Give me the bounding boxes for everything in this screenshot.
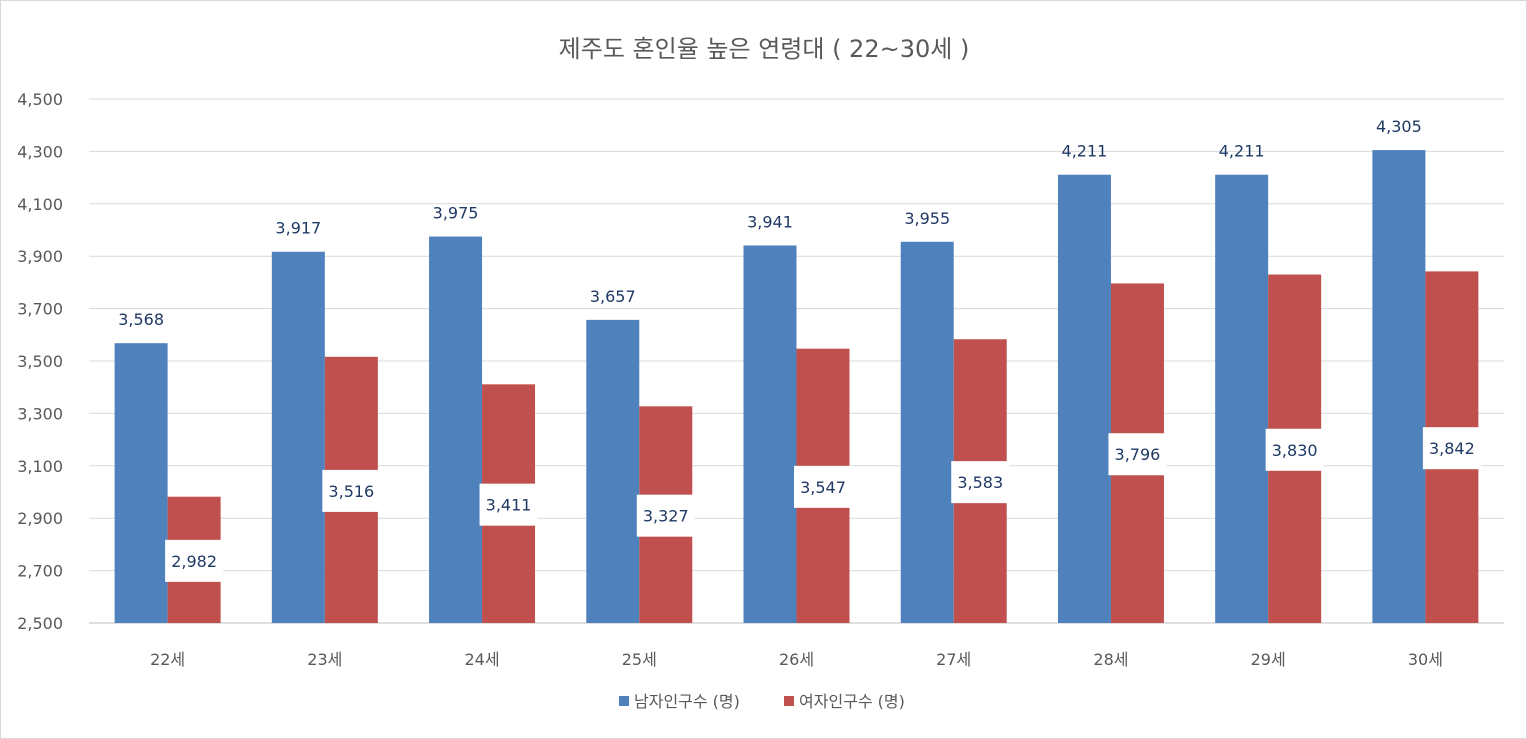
x-tick-label: 26세 [779,650,814,669]
data-label-male: 3,657 [590,287,636,306]
legend-label: 여자인구수 (명) [799,692,905,711]
data-label-box [1265,428,1324,471]
bar-male [586,319,640,623]
data-label-box [951,461,1010,504]
legend: 남자인구수 (명) 여자인구수 (명) [619,692,905,711]
data-label-box [165,539,224,582]
data-labels: 3,568 2,982 3,917 3,516 3,975 3,411 3,657 3,327… [118,117,1481,582]
y-tick-label: 2,700 [17,562,63,581]
bar-male [271,251,325,623]
data-label-female: 3,830 [1272,441,1318,460]
data-label-male: 3,941 [747,212,793,231]
data-label-box [1422,427,1481,470]
bar-male [114,343,168,623]
y-tick-label: 3,300 [17,404,63,423]
x-tick-label: 22세 [150,650,185,669]
x-tick-label: 27세 [936,650,971,669]
data-label-male: 4,211 [1062,142,1108,161]
bars [114,150,1479,624]
data-label-male: 3,917 [275,219,321,238]
legend-swatch [784,696,794,706]
y-tick-label: 3,700 [17,300,63,319]
data-label-female: 3,547 [800,478,846,497]
bar-male [743,245,797,623]
data-label-female: 3,411 [486,496,532,515]
data-label-box [322,469,381,512]
data-label-box [479,483,538,526]
y-axis-ticks: 2,500 2,700 2,900 3,100 3,300 3,500 3,700 3,900… [17,90,63,633]
bar-male [1372,150,1426,623]
data-label-male: 3,568 [118,310,164,329]
y-tick-label: 3,900 [17,247,63,266]
data-label-female: 3,796 [1115,445,1161,464]
y-tick-label: 3,500 [17,352,63,371]
x-tick-label: 29세 [1251,650,1286,669]
bar-male [900,241,954,624]
y-tick-label: 4,100 [17,195,63,214]
data-label-male: 4,305 [1376,117,1422,136]
data-label-female: 3,583 [957,473,1003,492]
x-tick-label: 30세 [1408,650,1443,669]
x-tick-label: 25세 [622,650,657,669]
data-label-female: 3,842 [1429,439,1475,458]
chart-title: 제주도 혼인율 높은 연령대 ( 22~30세 ) [559,35,970,63]
data-label-box [1108,433,1167,476]
x-tick-label: 23세 [307,650,342,669]
x-tick-label: 24세 [465,650,500,669]
data-label-female: 2,982 [171,552,217,571]
bar-male [1215,174,1269,623]
data-label-box [794,465,852,508]
data-label-female: 3,327 [643,507,689,526]
bar-male [429,236,483,624]
data-label-box [636,494,695,537]
x-axis-ticks: 22세 23세 24세 25세 26세 27세 28세 29세 30세 [150,650,1443,669]
y-tick-label: 2,900 [17,509,63,528]
legend-label: 남자인구수 (명) [634,692,740,711]
data-label-male: 4,211 [1219,142,1265,161]
y-tick-label: 3,100 [17,457,63,476]
y-tick-label: 4,300 [17,142,63,161]
legend-swatch [619,696,629,706]
x-tick-label: 28세 [1093,650,1128,669]
data-label-male: 3,955 [904,209,950,228]
data-label-female: 3,516 [328,482,374,501]
bar-male [1057,174,1111,623]
y-tick-label: 4,500 [17,90,63,109]
y-tick-label: 2,500 [17,614,63,633]
data-label-male: 3,975 [433,204,479,223]
